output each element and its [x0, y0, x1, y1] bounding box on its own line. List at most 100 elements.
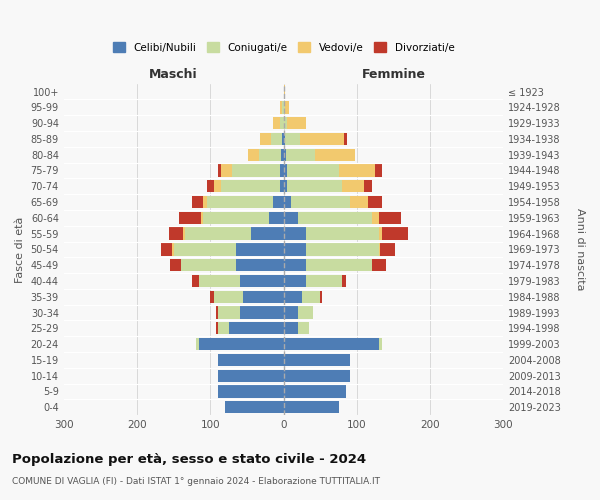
Bar: [269, 212, 284, 224]
Bar: [236, 244, 284, 256]
Y-axis label: Anni di nascita: Anni di nascita: [575, 208, 585, 290]
Bar: [218, 322, 229, 334]
Bar: [280, 180, 284, 192]
Legend: Celibi/Nubili, Coniugati/e, Vedovi/e, Divorziati/e: Celibi/Nubili, Coniugati/e, Vedovi/e, Di…: [113, 42, 455, 52]
Bar: [344, 133, 347, 145]
Bar: [368, 196, 382, 208]
Bar: [170, 259, 181, 272]
Bar: [375, 164, 382, 176]
Bar: [206, 196, 272, 208]
Bar: [218, 386, 284, 398]
Bar: [379, 244, 380, 256]
Bar: [281, 148, 284, 161]
Bar: [342, 180, 364, 192]
Bar: [239, 306, 284, 318]
Bar: [218, 370, 284, 382]
Bar: [342, 275, 346, 287]
Bar: [371, 259, 386, 272]
Bar: [271, 133, 282, 145]
Bar: [284, 290, 302, 303]
Bar: [284, 306, 298, 318]
Bar: [315, 148, 355, 161]
Bar: [232, 164, 280, 176]
Bar: [272, 196, 284, 208]
Bar: [305, 244, 379, 256]
Bar: [251, 228, 284, 240]
Y-axis label: Fasce di età: Fasce di età: [15, 216, 25, 282]
Bar: [169, 228, 183, 240]
Bar: [284, 86, 285, 98]
Bar: [298, 212, 371, 224]
Bar: [284, 164, 287, 176]
Bar: [285, 101, 289, 114]
Bar: [236, 259, 284, 272]
Text: Femmine: Femmine: [361, 68, 425, 80]
Bar: [211, 290, 214, 303]
Bar: [382, 228, 408, 240]
Bar: [284, 117, 287, 130]
Bar: [350, 196, 368, 208]
Bar: [305, 228, 379, 240]
Text: Popolazione per età, sesso e stato civile - 2024: Popolazione per età, sesso e stato civil…: [12, 452, 366, 466]
Text: COMUNE DI VAGLIA (FI) - Dati ISTAT 1° gennaio 2024 - Elaborazione TUTTITALIA.IT: COMUNE DI VAGLIA (FI) - Dati ISTAT 1° ge…: [12, 478, 380, 486]
Bar: [291, 196, 350, 208]
Bar: [320, 290, 322, 303]
Bar: [243, 290, 284, 303]
Bar: [286, 148, 315, 161]
Bar: [287, 117, 305, 130]
Bar: [300, 133, 344, 145]
Bar: [284, 259, 305, 272]
Bar: [218, 354, 284, 366]
Bar: [364, 180, 371, 192]
Bar: [214, 290, 243, 303]
Bar: [284, 212, 298, 224]
Bar: [185, 228, 251, 240]
Bar: [284, 228, 305, 240]
Bar: [172, 244, 173, 256]
Bar: [284, 322, 298, 334]
Bar: [161, 244, 172, 256]
Bar: [284, 196, 291, 208]
Bar: [192, 275, 199, 287]
Bar: [379, 338, 382, 350]
Bar: [199, 275, 239, 287]
Bar: [179, 212, 201, 224]
Bar: [280, 164, 284, 176]
Bar: [285, 133, 300, 145]
Bar: [298, 322, 309, 334]
Bar: [302, 290, 320, 303]
Bar: [284, 338, 379, 350]
Bar: [229, 322, 284, 334]
Bar: [305, 275, 342, 287]
Bar: [203, 196, 206, 208]
Bar: [298, 306, 313, 318]
Bar: [338, 164, 375, 176]
Bar: [259, 148, 281, 161]
Bar: [280, 117, 284, 130]
Bar: [260, 133, 271, 145]
Bar: [221, 180, 280, 192]
Bar: [284, 133, 285, 145]
Bar: [380, 244, 395, 256]
Bar: [282, 101, 284, 114]
Bar: [216, 322, 218, 334]
Bar: [284, 370, 350, 382]
Bar: [287, 180, 342, 192]
Bar: [272, 117, 280, 130]
Bar: [203, 212, 269, 224]
Bar: [181, 259, 236, 272]
Bar: [248, 148, 259, 161]
Bar: [280, 101, 282, 114]
Bar: [192, 196, 203, 208]
Bar: [183, 228, 185, 240]
Bar: [284, 275, 305, 287]
Bar: [225, 401, 284, 413]
Bar: [284, 401, 338, 413]
Bar: [284, 244, 305, 256]
Bar: [284, 386, 346, 398]
Bar: [199, 338, 284, 350]
Bar: [282, 133, 284, 145]
Bar: [218, 164, 221, 176]
Bar: [371, 212, 379, 224]
Bar: [201, 212, 203, 224]
